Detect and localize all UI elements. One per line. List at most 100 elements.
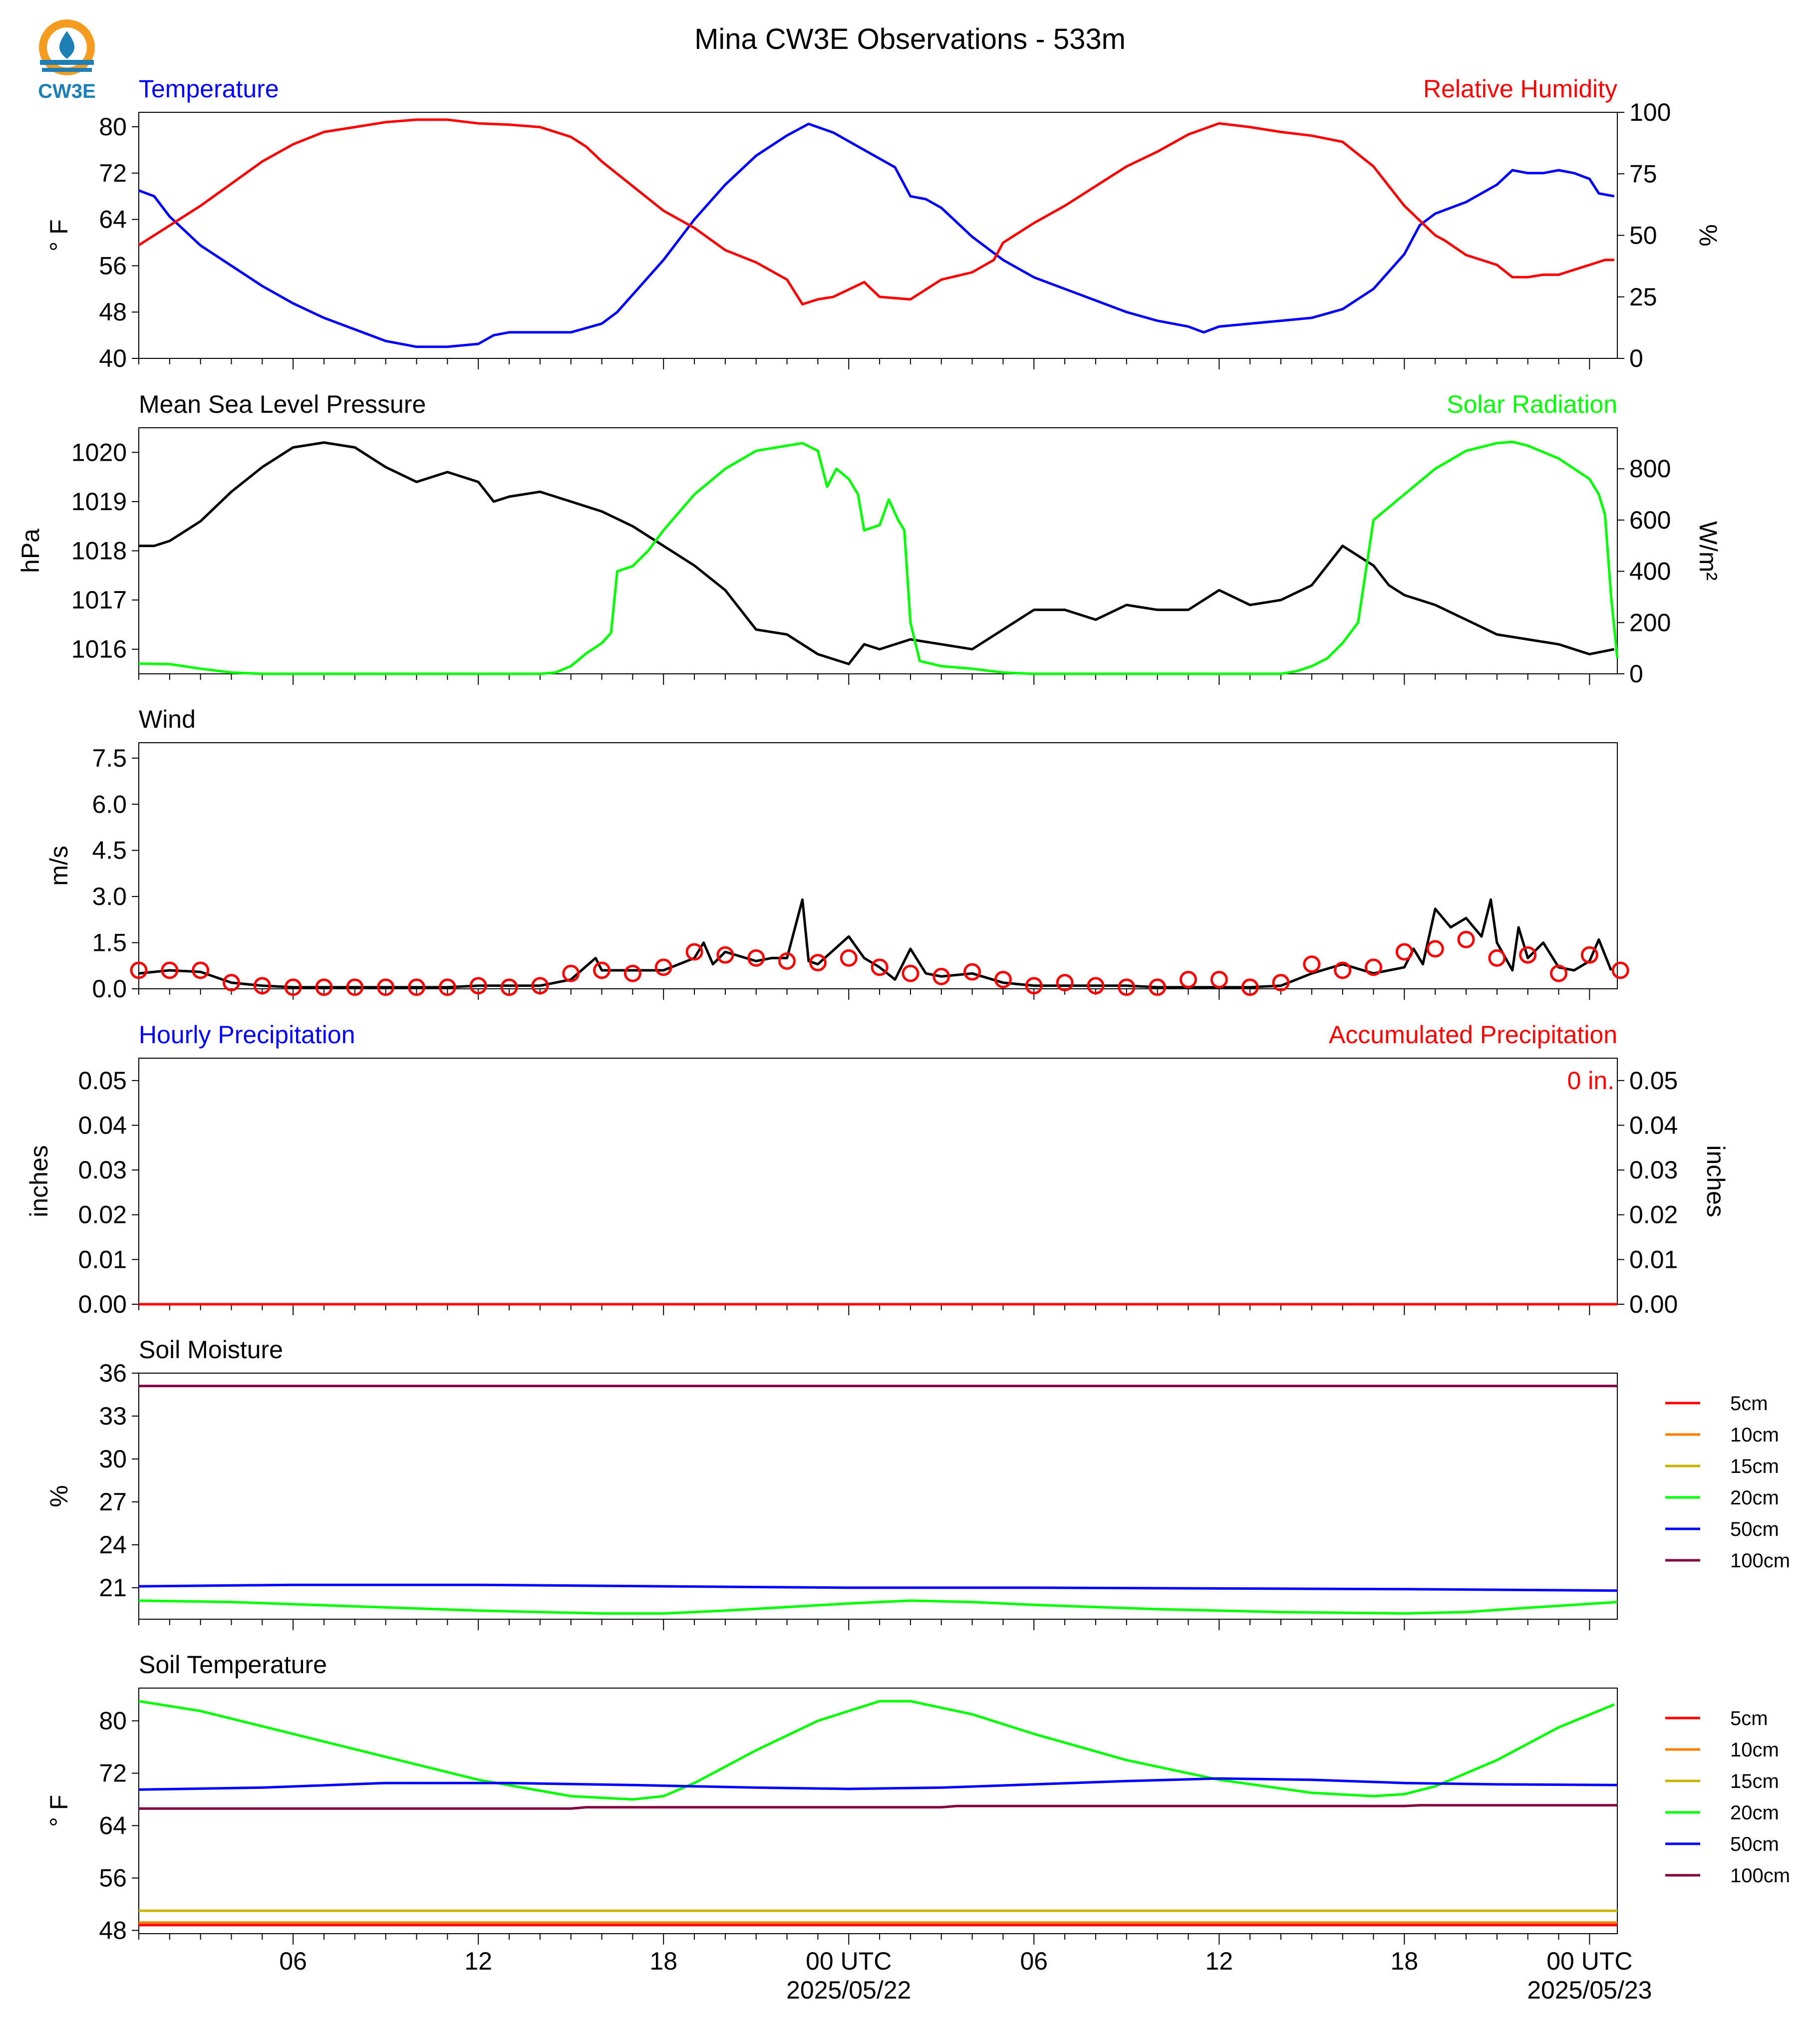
y-tick-label: 0.04 xyxy=(78,1111,127,1139)
x-tick-label: 00 UTC xyxy=(806,1947,892,1975)
wind-marker xyxy=(1272,974,1290,992)
legend-label: 15cm xyxy=(1730,1455,1779,1477)
series-line-temperature xyxy=(138,122,1615,348)
y-tick-label: 0.0 xyxy=(92,975,127,1003)
y-tick-label: 1020 xyxy=(71,438,127,466)
wind-marker xyxy=(1210,971,1228,989)
y2-tick-label: 600 xyxy=(1629,506,1671,534)
y-tick-label: 0.05 xyxy=(78,1067,127,1095)
wind-marker xyxy=(1303,955,1321,973)
wind-marker xyxy=(1118,978,1136,996)
wind-marker xyxy=(346,978,364,996)
plot-frame xyxy=(138,1373,1618,1620)
logo-text: CW3E xyxy=(38,80,96,102)
wind-marker xyxy=(1149,978,1167,996)
wind-marker xyxy=(408,978,426,996)
wind-marker xyxy=(1550,964,1568,982)
wind-marker xyxy=(1241,978,1259,996)
y-tick-label: 80 xyxy=(99,1707,127,1735)
y2-tick-label: 100 xyxy=(1629,98,1671,126)
wind-marker xyxy=(623,964,641,982)
panel-temp_rh: Temperature Relative Humidity 40 48 56 64 72 80… xyxy=(45,75,1722,372)
legend-label: 5cm xyxy=(1730,1708,1768,1730)
series-line-mean-sea-level-pressure xyxy=(139,441,1615,665)
wind-marker xyxy=(500,978,518,996)
panel-title-left: Soil Moisture xyxy=(139,1336,283,1364)
panel-pressure_solar: Mean Sea Level Pressure Solar Radiation 10… xyxy=(16,390,1722,688)
wind-marker xyxy=(1580,946,1598,964)
wind-marker xyxy=(932,967,950,985)
wind-marker xyxy=(223,974,241,992)
wind-marker xyxy=(994,971,1012,989)
y2-tick-label: 800 xyxy=(1629,455,1671,483)
chart-panels: Temperature Relative Humidity 40 48 56 64 72 80… xyxy=(16,75,1790,2004)
wind-marker xyxy=(1179,971,1197,989)
wind-marker xyxy=(562,964,580,982)
wind-marker xyxy=(871,958,889,976)
y-tick-label: 40 xyxy=(99,344,127,372)
legend-label: 20cm xyxy=(1730,1487,1779,1509)
wind-marker xyxy=(1364,958,1382,976)
series-line-wind xyxy=(138,898,1612,989)
panel-soil_moisture: Soil Moisture 21 24 27 30 33 36% 5cm 10cm 15cm 20c… xyxy=(45,1336,1790,1630)
legend-label: 50cm xyxy=(1730,1833,1779,1855)
panel-title-right: Accumulated Precipitation xyxy=(1329,1021,1617,1049)
wind-marker xyxy=(1334,961,1352,979)
x-tick-label: 00 UTC xyxy=(1546,1947,1632,1975)
y2-tick-label: 50 xyxy=(1629,222,1657,250)
panel-title-left: Temperature xyxy=(139,75,279,103)
y-axis-label: inches xyxy=(25,1145,53,1217)
y-tick-label: 7.5 xyxy=(92,744,127,772)
accumulated-total-label: 0 in. xyxy=(1567,1067,1614,1095)
legend-label: 50cm xyxy=(1730,1518,1779,1540)
y-tick-label: 64 xyxy=(99,1812,127,1840)
panel-wind: Wind 0.0 1.5 3.0 4.5 6.0 7.5 m/s xyxy=(45,705,1629,1003)
y-tick-label: 80 xyxy=(99,113,127,141)
y-tick-label: 21 xyxy=(99,1574,127,1602)
x-tick-label: 18 xyxy=(1391,1947,1419,1975)
series-line-100cm xyxy=(139,1804,1617,1810)
wind-marker xyxy=(902,964,919,982)
wind-marker xyxy=(1457,930,1475,948)
y-axis-label: m/s xyxy=(45,846,73,886)
x-tick-label: 06 xyxy=(279,1947,307,1975)
y-tick-label: 36 xyxy=(99,1359,127,1387)
y-tick-label: 1018 xyxy=(71,537,127,565)
x-tick-label: 12 xyxy=(464,1947,492,1975)
y2-axis-label: W/m² xyxy=(1694,521,1722,580)
y-tick-label: 27 xyxy=(99,1488,127,1516)
wind-marker xyxy=(253,977,271,995)
series-line-solar-radiation xyxy=(138,440,1619,675)
panel-title-right: Solar Radiation xyxy=(1447,390,1617,418)
wind-marker xyxy=(963,963,981,981)
panel-soil_temperature: Soil Temperature 48 56 64 72 80 ° F 06 12 18 00 UT… xyxy=(45,1651,1790,2004)
wind-marker xyxy=(1426,940,1444,958)
y2-axis-label: inches xyxy=(1702,1145,1730,1217)
legend-label: 10cm xyxy=(1730,1424,1779,1446)
y2-tick-label: 0 xyxy=(1629,344,1643,372)
y-tick-label: 48 xyxy=(99,1916,127,1944)
y-axis-label: ° F xyxy=(45,219,73,251)
panel-title-left: Soil Temperature xyxy=(139,1651,327,1679)
x-tick-date-label: 2025/05/22 xyxy=(786,1976,911,2004)
y-tick-label: 1.5 xyxy=(92,929,127,957)
wind-marker xyxy=(1519,946,1537,964)
wind-marker xyxy=(284,978,302,996)
wind-marker xyxy=(809,954,827,972)
plot-frame xyxy=(138,1688,1618,1934)
y2-tick-label: 0 xyxy=(1629,660,1643,688)
y-tick-label: 64 xyxy=(99,206,127,234)
y-axis-label: % xyxy=(45,1485,73,1507)
wind-marker xyxy=(192,961,210,979)
y-tick-label: 0.02 xyxy=(78,1201,127,1229)
wind-marker xyxy=(531,977,549,995)
plot-frame xyxy=(138,112,1618,359)
wind-marker xyxy=(778,952,796,970)
y2-tick-label: 0.03 xyxy=(1629,1156,1678,1184)
y2-tick-label: 0.02 xyxy=(1629,1201,1678,1229)
y2-tick-label: 200 xyxy=(1629,608,1671,636)
y-tick-label: 4.5 xyxy=(92,837,127,865)
legend-label: 15cm xyxy=(1730,1770,1779,1792)
y-tick-label: 24 xyxy=(99,1531,127,1559)
x-tick-label: 18 xyxy=(649,1947,677,1975)
